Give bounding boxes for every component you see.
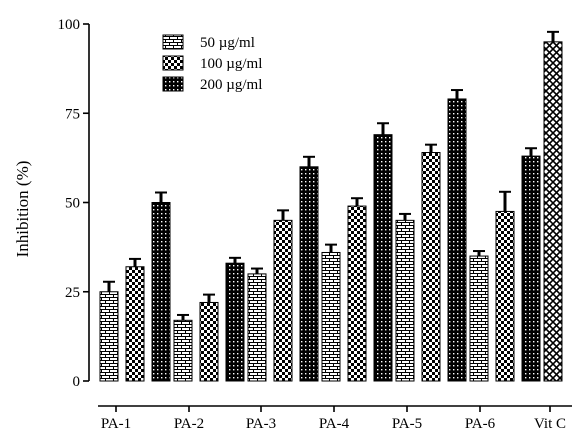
legend-item: 200 µg/ml [162, 76, 262, 93]
bar [199, 301, 219, 382]
y-axis: 0 25 50 75 100 [58, 17, 90, 390]
bars [99, 30, 563, 382]
legend-item: 100 µg/ml [162, 55, 262, 72]
legend: 50 µg/ml 100 µg/ml 200 µg/ml [162, 34, 262, 93]
bar-group [173, 256, 245, 382]
bar-group [247, 155, 319, 382]
legend-item: 50 µg/ml [162, 34, 255, 51]
x-tick-label: Vit C [534, 416, 566, 432]
bar [151, 202, 171, 382]
bar [395, 219, 415, 382]
x-tick-label: PA-3 [246, 416, 276, 432]
bar-group [395, 89, 467, 382]
x-tick-label: PA-4 [319, 416, 350, 432]
bar [347, 205, 367, 382]
bar [373, 134, 393, 382]
legend-swatch [162, 55, 184, 71]
bar [447, 98, 467, 382]
bar [321, 251, 341, 382]
y-tick-label: 0 [73, 374, 81, 390]
bar [247, 273, 267, 382]
bar [225, 262, 245, 382]
bar [125, 266, 145, 382]
bar [495, 210, 515, 382]
bar-group [469, 147, 541, 382]
legend-swatch [162, 34, 184, 50]
bar-group [99, 191, 171, 382]
bar [99, 291, 119, 382]
x-tick-label: PA-6 [465, 416, 496, 432]
bar [273, 219, 293, 382]
legend-label: 200 µg/ml [200, 77, 262, 93]
legend-label: 100 µg/ml [200, 56, 262, 72]
y-tick-label: 75 [65, 106, 80, 122]
bar-group [321, 122, 393, 382]
y-tick-label: 50 [65, 196, 80, 212]
bar [521, 155, 541, 382]
y-axis-title: Inhibition (%) [13, 161, 32, 258]
bar [421, 152, 441, 382]
y-tick-label: 25 [65, 285, 80, 301]
bar [299, 166, 319, 382]
x-axis: PA-1 PA-2 PA-3 PA-4 PA-5 PA-6 Vit C [98, 405, 572, 432]
y-tick-label: 100 [58, 17, 81, 33]
x-tick-label: PA-1 [101, 416, 131, 432]
x-tick-label: PA-5 [392, 416, 422, 432]
bar [469, 255, 489, 382]
bar [173, 319, 193, 382]
legend-label: 50 µg/ml [200, 35, 255, 51]
legend-swatch [162, 76, 184, 92]
x-tick-label: PA-2 [174, 416, 204, 432]
bar [543, 41, 563, 382]
bar-group [543, 30, 563, 382]
